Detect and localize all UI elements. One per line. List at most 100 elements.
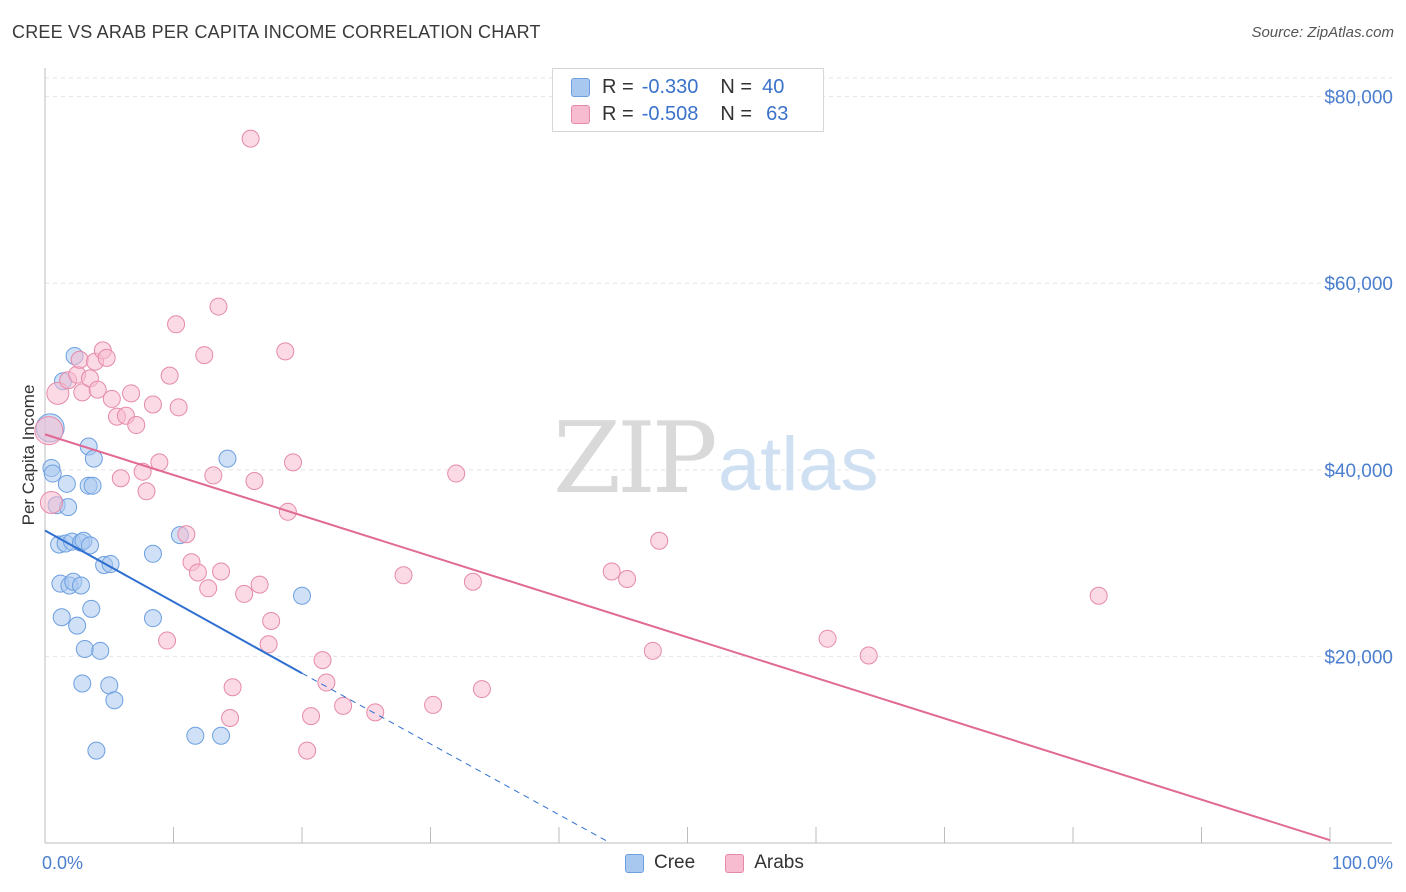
- arab-point: [618, 569, 637, 588]
- legend-swatch-arabs: [571, 104, 590, 124]
- x-tick-label: 0.0%: [42, 853, 83, 873]
- arab-point: [158, 631, 177, 650]
- y-tick-label: $20,000: [1324, 647, 1393, 668]
- arab-point: [195, 346, 214, 365]
- arab-point: [259, 635, 278, 654]
- arab-point: [250, 575, 269, 594]
- arab-point: [39, 490, 63, 514]
- cree-point: [293, 586, 311, 605]
- legend-item-cree: Cree: [625, 852, 695, 874]
- arab-point: [859, 646, 878, 665]
- arab-point: [88, 380, 107, 399]
- arab-point: [317, 673, 336, 692]
- arab-point: [643, 641, 662, 660]
- y-tick-labels: $20,000 $40,000 $60,000 $80,000: [1324, 88, 1393, 669]
- cree-trend-line: [44, 529, 303, 675]
- arab-point: [177, 525, 196, 544]
- arab-point: [188, 563, 207, 582]
- cree-point: [87, 741, 106, 760]
- cree-point: [91, 641, 110, 660]
- cree-point: [105, 691, 124, 710]
- arab-point: [97, 348, 116, 367]
- arab-point: [212, 562, 231, 581]
- arab-point: [463, 572, 482, 591]
- arab-point: [245, 472, 264, 491]
- arab-point: [650, 531, 669, 550]
- series-legend: Cree Arabs: [625, 852, 834, 874]
- arab-point: [276, 342, 295, 361]
- y-tick-label: $40,000: [1324, 461, 1393, 482]
- correlation-legend: R = -0.330 N = 40 R = -0.508 N = 63: [552, 68, 824, 132]
- arab-point: [602, 562, 621, 581]
- arab-point: [167, 315, 186, 334]
- arab-point: [169, 398, 188, 417]
- arab-point: [313, 651, 332, 670]
- legend-r-value: -0.508: [641, 102, 699, 125]
- arab-point: [209, 297, 228, 316]
- arab-point: [160, 366, 179, 385]
- arab-point: [70, 350, 89, 369]
- cree-point: [82, 599, 101, 618]
- arab-point: [143, 395, 162, 414]
- chart-title: CREE VS ARAB PER CAPITA INCOME CORRELATI…: [12, 22, 541, 42]
- x-tick-label: 100.0%: [1332, 853, 1393, 873]
- arab-point: [472, 680, 491, 699]
- cree-point: [83, 476, 102, 495]
- legend-swatch-cree: [625, 853, 644, 873]
- source-label: Source: ZipAtlas.com: [1251, 24, 1394, 41]
- legend-item-arabs: Arabs: [725, 852, 804, 874]
- cree-point: [71, 576, 90, 595]
- cree-point: [68, 616, 87, 635]
- cree-point: [143, 544, 162, 563]
- watermark-zip: ZIP: [553, 402, 715, 516]
- arab-point: [111, 469, 130, 488]
- arab-point: [241, 129, 260, 148]
- cree-point: [73, 674, 92, 693]
- cree-point: [218, 449, 237, 468]
- cree-point: [80, 536, 99, 555]
- y-tick-label: $60,000: [1324, 274, 1393, 295]
- cree-point: [52, 608, 71, 627]
- legend-n-label: N =: [720, 102, 753, 125]
- legend-n-value: 63: [766, 102, 789, 125]
- cree-point: [186, 726, 205, 745]
- y-tick-label: $80,000: [1324, 88, 1393, 109]
- arab-point: [235, 584, 254, 603]
- legend-n-value: 40: [762, 75, 785, 98]
- arab-point: [301, 707, 320, 726]
- legend-swatch-arabs: [725, 853, 745, 873]
- cree-point: [75, 639, 94, 658]
- arab-point: [1089, 586, 1108, 605]
- legend-r-label: R =: [602, 75, 634, 98]
- legend-label-cree: Cree: [654, 852, 696, 873]
- legend-swatch-cree: [571, 77, 590, 97]
- arab-point: [34, 416, 64, 446]
- arab-point: [262, 611, 281, 630]
- legend-r-value: -0.330: [641, 75, 699, 98]
- grid-lines: [45, 77, 1392, 657]
- axes: [44, 68, 1392, 844]
- arab-point: [204, 466, 223, 485]
- arab-point: [818, 629, 837, 648]
- cree-point: [100, 676, 119, 695]
- arab-point: [102, 389, 121, 408]
- cree-trend-extension: [301, 672, 611, 844]
- watermark-atlas: atlas: [718, 422, 879, 507]
- y-axis-label: Per Capita Income: [19, 385, 38, 526]
- cree-point: [212, 726, 231, 745]
- cree-point: [43, 464, 62, 483]
- arab-point: [284, 453, 303, 472]
- arab-point: [137, 482, 156, 501]
- x-tick-labels: 0.0% 100.0%: [42, 853, 1393, 873]
- arab-point: [366, 703, 385, 722]
- legend-r-label: R =: [602, 102, 634, 125]
- arab-point: [122, 384, 141, 403]
- arab-point: [424, 695, 443, 714]
- arab-point: [127, 416, 146, 435]
- arab-point: [199, 579, 218, 598]
- legend-row-arabs: R = -0.508 N = 63: [571, 102, 788, 126]
- cree-point: [143, 609, 162, 628]
- arab-point: [221, 708, 240, 727]
- legend-label-arabs: Arabs: [754, 852, 804, 873]
